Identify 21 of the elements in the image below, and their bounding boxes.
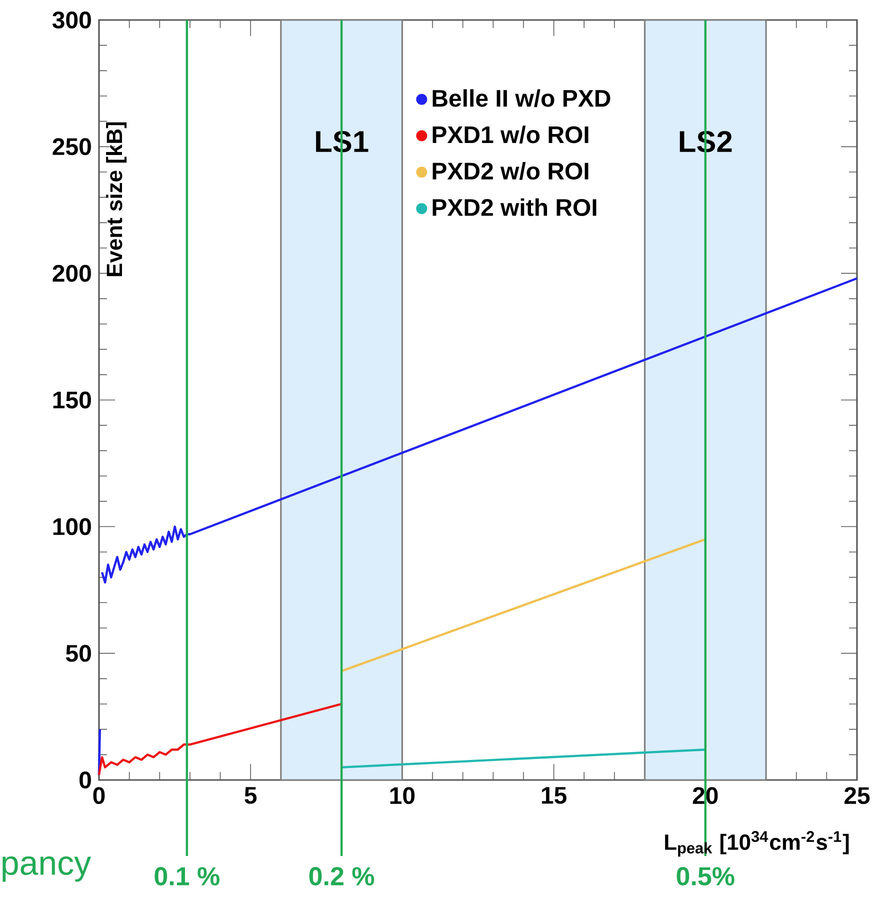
y-tick-label: 200 xyxy=(52,264,91,282)
y-axis-title: Event size [kB] xyxy=(106,122,127,276)
x-tick-label: 10 xyxy=(390,787,415,804)
y-tick-label: 150 xyxy=(53,392,91,408)
legend-label: PXD1 w/o ROI xyxy=(432,126,588,144)
legend-label: PXD2 with ROI xyxy=(432,198,596,216)
y-tick-label: 0 xyxy=(80,772,91,788)
x-tick-label: 0 xyxy=(93,787,105,804)
y-tick-label: 250 xyxy=(52,138,91,156)
y-tick-label: 50 xyxy=(66,644,91,662)
x-tick-label: 15 xyxy=(542,787,566,804)
text: 0.5% xyxy=(676,867,734,886)
x-tick-label: 25 xyxy=(844,787,870,804)
y-tick-label: 100 xyxy=(53,518,91,536)
legend-label: Belle II w/o PXD xyxy=(432,89,610,108)
legend-label: PXD2 w/o ROI xyxy=(432,162,588,180)
text: 0.1 % xyxy=(154,867,220,886)
y-tick-label: 300 xyxy=(52,11,91,29)
x-tick-label: 5 xyxy=(244,787,257,804)
text: pancy xyxy=(2,856,92,882)
text: 0.2 % xyxy=(309,867,374,886)
